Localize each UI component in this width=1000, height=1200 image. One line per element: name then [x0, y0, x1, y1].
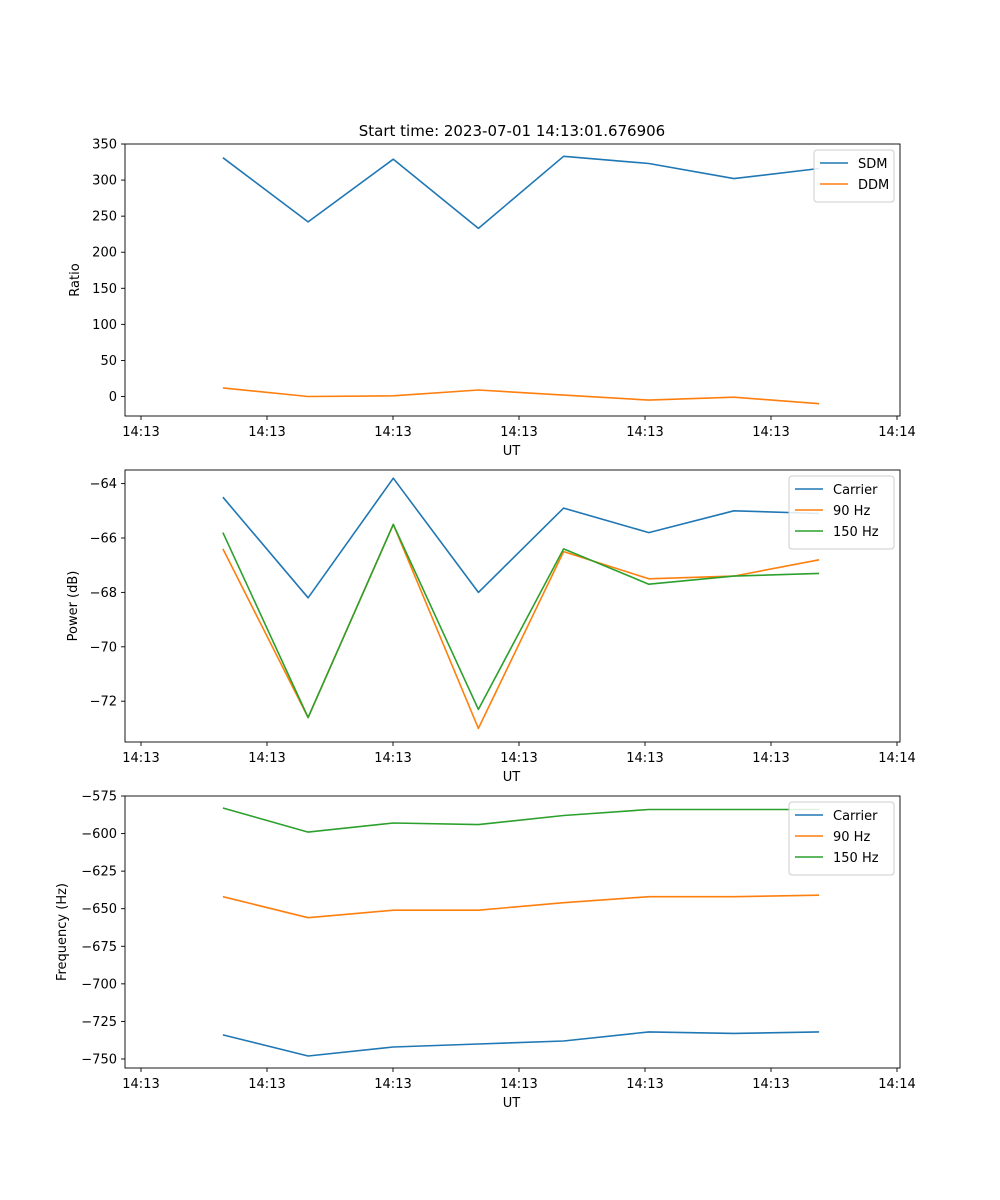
y-tick-label: −650: [81, 902, 117, 917]
x-tick-label: 14:13: [752, 425, 789, 440]
series-line-90-hz: [222, 523, 820, 730]
y-tick-label: −625: [81, 865, 117, 880]
x-tick-label: 14:13: [248, 1077, 285, 1092]
x-tick-label: 14:13: [122, 1077, 159, 1092]
legend-label: SDM: [858, 157, 887, 172]
legend: SDM DDM: [813, 149, 895, 203]
y-tick-label: 0: [109, 390, 117, 405]
y-tick-label: −64: [90, 477, 117, 492]
y-tick-label: 300: [92, 174, 117, 189]
legend: Carrier 90 Hz 150 Hz: [788, 475, 895, 550]
y-tick-label: −750: [81, 1052, 117, 1067]
y-tick-label: −675: [81, 940, 117, 955]
legend-label: 150 Hz: [833, 851, 879, 866]
y-tick-label: 150: [92, 282, 117, 297]
legend-label: 90 Hz: [833, 830, 870, 845]
y-tick-label: −575: [81, 790, 117, 805]
x-tick-label: 14:14: [878, 751, 915, 766]
y-tick-label: 350: [92, 138, 117, 153]
x-tick-label: 14:13: [500, 425, 537, 440]
series-line-sdm: [222, 155, 820, 230]
y-tick-label: −70: [90, 640, 117, 655]
x-tick-label: 14:13: [248, 425, 285, 440]
x-tick-label: 14:13: [248, 751, 285, 766]
y-axis-label: Frequency (Hz): [55, 883, 70, 981]
chart-panel-2: 14:13 14:13 14:13 14:13 14:13 14:13 14:14 −72 −7…: [66, 469, 916, 785]
series-line-150-hz: [222, 807, 820, 833]
y-tick-label: 200: [92, 246, 117, 261]
series-line-90-hz: [222, 894, 820, 919]
series-line-150-hz: [222, 523, 820, 719]
series-line-ddm: [222, 387, 820, 405]
plot-frame: [124, 143, 901, 417]
x-axis-label: UT: [503, 770, 521, 785]
y-tick-label: 100: [92, 318, 117, 333]
y-axis-label: Ratio: [68, 263, 83, 296]
x-tick-label: 14:14: [878, 1077, 915, 1092]
series-line-carrier: [222, 1031, 820, 1057]
y-tick-label: −725: [81, 1015, 117, 1030]
legend-label: 150 Hz: [833, 525, 879, 540]
x-tick-label: 14:13: [374, 425, 411, 440]
legend-label: DDM: [858, 178, 889, 193]
x-tick-label: 14:13: [374, 1077, 411, 1092]
legend-label: Carrier: [833, 483, 878, 498]
series-line-carrier: [222, 477, 820, 599]
x-tick-label: 14:13: [626, 751, 663, 766]
y-axis-label: Power (dB): [66, 571, 81, 642]
y-tick-label: −72: [90, 695, 117, 710]
y-tick-label: −68: [90, 586, 117, 601]
x-axis-label: UT: [503, 1096, 521, 1111]
x-axis-label: UT: [503, 444, 521, 459]
x-tick-label: 14:13: [626, 1077, 663, 1092]
x-tick-label: 14:13: [500, 751, 537, 766]
y-tick-label: −600: [81, 827, 117, 842]
chart-panel-3: 14:13 14:13 14:13 14:13 14:13 14:13 14:14 −750 −…: [55, 790, 916, 1112]
plot-frame: [124, 795, 901, 1069]
chart-panel-1: 14:13 14:13 14:13 14:13 14:13 14:13 14:14 0 50 10…: [68, 138, 916, 460]
y-tick-label: −700: [81, 977, 117, 992]
legend-label: 90 Hz: [833, 504, 870, 519]
x-tick-label: 14:13: [752, 751, 789, 766]
y-tick-label: −66: [90, 532, 117, 547]
x-tick-label: 14:13: [122, 425, 159, 440]
x-tick-label: 14:13: [752, 1077, 789, 1092]
x-tick-label: 14:13: [374, 751, 411, 766]
legend-label: Carrier: [833, 809, 878, 824]
y-tick-label: 50: [100, 354, 117, 369]
x-tick-label: 14:13: [500, 1077, 537, 1092]
legend: Carrier 90 Hz 150 Hz: [788, 801, 895, 876]
y-tick-label: 250: [92, 210, 117, 225]
x-tick-label: 14:13: [626, 425, 663, 440]
figure-title: Start time: 2023-07-01 14:13:01.676906: [359, 122, 665, 140]
plot-frame: [124, 469, 901, 743]
x-tick-label: 14:14: [878, 425, 915, 440]
x-tick-label: 14:13: [122, 751, 159, 766]
